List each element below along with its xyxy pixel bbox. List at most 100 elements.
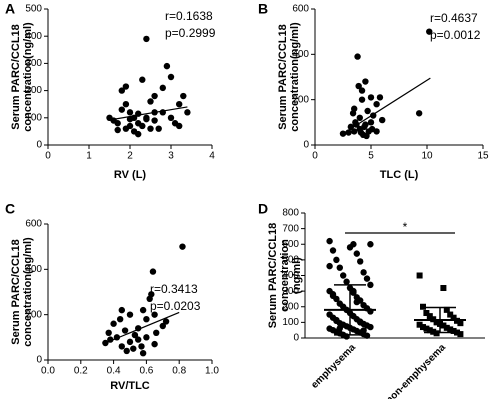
- point: [118, 87, 126, 94]
- point: [148, 291, 155, 298]
- y-tick-label: 200: [282, 301, 299, 312]
- point: [122, 101, 130, 108]
- point: [143, 35, 150, 43]
- point: [351, 128, 358, 135]
- point: [360, 327, 367, 334]
- panel-label: D: [258, 201, 268, 217]
- point: [357, 258, 364, 265]
- x-tick-label: 1.0: [205, 366, 219, 377]
- point: [363, 275, 371, 282]
- point: [151, 311, 158, 318]
- point: [367, 241, 374, 248]
- y-tick-label: 600: [282, 239, 299, 250]
- y-tick-label: 500: [282, 255, 299, 266]
- y-tick-label: 500: [25, 4, 42, 15]
- point: [423, 310, 430, 316]
- annotation: r=0.4637: [430, 11, 478, 25]
- x-tick-label: 15: [477, 151, 489, 162]
- point: [135, 130, 142, 138]
- x-axis-label: TLC (L): [380, 169, 419, 181]
- panel-label: C: [5, 201, 15, 217]
- point: [329, 247, 337, 254]
- point: [433, 330, 440, 337]
- point: [426, 313, 433, 320]
- point: [354, 53, 361, 60]
- point: [151, 92, 158, 100]
- point: [147, 98, 154, 105]
- point: [151, 340, 158, 348]
- point: [114, 126, 121, 134]
- point: [347, 123, 355, 131]
- y-tick-label: 200: [292, 94, 309, 105]
- point: [139, 122, 146, 130]
- y-tick-label: 0: [36, 140, 42, 151]
- point: [423, 325, 430, 332]
- point: [139, 350, 147, 357]
- y-tick-label: 0: [303, 140, 309, 151]
- point: [353, 250, 360, 257]
- x-tick-label: 0.0: [41, 366, 55, 377]
- point: [420, 303, 426, 310]
- annotation: r=0.3413: [150, 282, 198, 296]
- point: [126, 109, 134, 116]
- point: [163, 62, 171, 70]
- point: [110, 320, 117, 327]
- point: [149, 268, 157, 275]
- point: [118, 343, 126, 350]
- point: [426, 28, 433, 35]
- x-tick-label: 4: [209, 151, 215, 162]
- point: [357, 318, 364, 325]
- point: [367, 281, 374, 289]
- point: [336, 325, 343, 332]
- x-tick-label: 0.2: [74, 366, 88, 377]
- x-tick-label: 5: [368, 151, 374, 162]
- fit-line: [342, 77, 431, 135]
- point: [457, 320, 464, 327]
- point: [116, 316, 124, 323]
- x-tick-label: 0: [45, 151, 51, 162]
- point: [361, 123, 368, 131]
- point: [362, 78, 369, 85]
- point: [440, 322, 447, 329]
- point: [159, 322, 166, 330]
- point: [179, 243, 186, 250]
- point: [167, 73, 175, 81]
- y-tick-label: 0: [36, 355, 42, 366]
- point: [153, 329, 160, 336]
- point: [139, 306, 147, 314]
- point: [457, 331, 464, 338]
- point: [358, 87, 366, 94]
- point: [143, 334, 150, 341]
- annotation: p=0.2999: [165, 26, 216, 40]
- annotation: p=0.0203: [150, 299, 201, 313]
- x-tick-label: 0.8: [172, 366, 186, 377]
- x-tick-label: 2: [127, 151, 133, 162]
- x-tick-label: 10: [421, 151, 433, 162]
- fit-line: [109, 106, 188, 121]
- point: [379, 116, 386, 124]
- point: [360, 269, 367, 276]
- point: [326, 262, 333, 270]
- point: [105, 329, 112, 336]
- point: [180, 92, 187, 100]
- point: [176, 122, 183, 130]
- x-tick-label: 3: [168, 151, 174, 162]
- point: [130, 345, 137, 352]
- point: [426, 327, 433, 334]
- y-axis-label: concentration: [279, 239, 291, 312]
- annotation: p=0.0012: [430, 28, 481, 42]
- y-tick-label: 100: [282, 317, 299, 328]
- fit-line: [105, 311, 180, 344]
- y-tick-label: 600: [25, 219, 42, 230]
- point: [356, 114, 363, 122]
- x-tick-label: emphysema: [309, 342, 358, 391]
- x-tick-label: 1: [86, 151, 92, 162]
- point: [447, 326, 454, 333]
- point: [416, 321, 423, 328]
- point: [326, 237, 333, 245]
- point: [447, 311, 454, 318]
- point: [333, 256, 340, 264]
- point: [355, 82, 362, 90]
- y-tick-label: 400: [292, 49, 309, 60]
- x-axis-label: RV/TLC: [110, 380, 150, 392]
